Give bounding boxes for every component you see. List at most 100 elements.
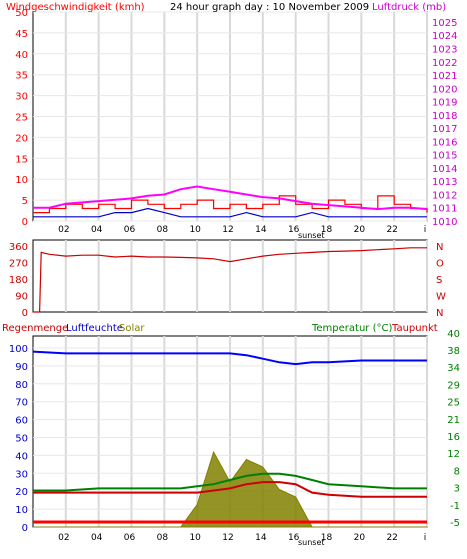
humidity-tick-label: 0 [22, 523, 28, 534]
temperature-tick-label: 25 [447, 398, 460, 409]
left-tick-label: 15 [15, 154, 28, 165]
x-tick-label: 20 [354, 225, 366, 235]
series-lines [32, 185, 428, 528]
right-tick-label: 1012 [432, 190, 457, 201]
temperature-tick-label: 21 [447, 415, 460, 426]
direction-tick-label: 90 [15, 292, 28, 303]
x-tick-label: 06 [124, 533, 136, 543]
x-tick-label: 20 [354, 533, 366, 543]
x-tick-label: 08 [157, 533, 169, 543]
x-tick-label: 16 [288, 533, 300, 543]
temperature-tick-label: 3 [454, 484, 460, 495]
humidity-tick-label: 50 [15, 434, 28, 445]
humidity-tick-label: 30 [15, 469, 28, 480]
temperature-tick-label: 16 [447, 432, 460, 443]
rain-header-label: Regenmenge [2, 323, 68, 334]
humidity-tick-label: 40 [15, 451, 28, 462]
temperature-tick-label: 34 [447, 363, 460, 374]
temperature-line [33, 472, 427, 492]
humidity-tick-label: 90 [15, 362, 28, 373]
right-tick-label: 1010 [432, 217, 457, 228]
x-tick-label: 14 [255, 533, 267, 543]
x-tick-label: 18 [321, 225, 333, 235]
dewpoint-header-label: Taupunkt [391, 323, 438, 334]
right-tick-label: 1023 [432, 44, 457, 55]
direction-tick-label: 180 [9, 275, 28, 286]
right-tick-label: 1014 [432, 164, 457, 175]
left-tick-label: 40 [15, 50, 28, 61]
x-tick-label: 22 [386, 225, 397, 235]
humidity-line [32, 350, 427, 366]
temperature-tick-label: 40 [447, 329, 460, 340]
solar-header-label: Solar [119, 323, 145, 334]
humidity-tick-label: 10 [15, 505, 28, 516]
chart-title: 24 hour graph day : 10 November 2009 [170, 2, 369, 13]
x-tick-label: 02 [58, 225, 69, 235]
x-tick-label: 12 [222, 533, 233, 543]
left-tick-label: 50 [15, 8, 28, 19]
humidity-tick-label: 60 [15, 416, 28, 427]
humidity-tick-label: 20 [15, 487, 28, 498]
x-tick-label: 06 [124, 225, 136, 235]
right-tick-label: 1024 [432, 31, 457, 42]
tick-labels: 0510152025303540455010101011101210131014… [9, 8, 460, 543]
left-tick-label: 35 [15, 71, 28, 82]
right-tick-label: 1020 [432, 84, 457, 95]
x-tick-label: 14 [255, 225, 267, 235]
compass-tick-label: N [436, 308, 443, 319]
humidity-header-label: Luftfeuchte [66, 323, 123, 334]
humidity-tick-label: 100 [9, 344, 28, 355]
pressure-line [33, 185, 428, 211]
wind-header-label: Windgeschwindigkeit (kmh) [6, 2, 145, 13]
right-tick-label: 1017 [432, 124, 457, 135]
left-tick-label: 20 [15, 133, 28, 144]
wind-direction-line [33, 247, 427, 313]
humidity-tick-label: 80 [15, 380, 28, 391]
compass-tick-label: O [436, 259, 444, 270]
left-tick-label: 0 [22, 217, 28, 228]
sunset-label-bottom: sunset [298, 538, 325, 547]
x-tick-label: 04 [91, 225, 103, 235]
humidity-tick-label: 70 [15, 398, 28, 409]
temperature-tick-label: -5 [450, 518, 460, 529]
right-tick-label: 1019 [432, 98, 457, 109]
sunset-label-top: sunset [298, 231, 325, 240]
temperature-tick-label: 38 [447, 346, 460, 357]
right-tick-label: 1025 [432, 18, 457, 29]
x-tick-label: 08 [157, 225, 169, 235]
left-tick-label: 10 [15, 175, 28, 186]
right-tick-label: 1013 [432, 177, 457, 188]
temperature-tick-label: 29 [447, 380, 460, 391]
x-tick-label: 10 [189, 225, 201, 235]
compass-tick-label: S [436, 275, 442, 286]
right-tick-label: 1018 [432, 111, 457, 122]
temperature-tick-label: 12 [447, 449, 460, 460]
x-tick-label: 10 [189, 533, 201, 543]
solar-area [33, 450, 427, 528]
x-tick-label: 18 [321, 533, 333, 543]
direction-tick-label: 360 [9, 242, 28, 253]
x-tick-label: 12 [222, 225, 233, 235]
x-tick-label: 16 [288, 225, 300, 235]
right-tick-label: 1021 [432, 71, 457, 82]
x-tick-label: 02 [58, 533, 69, 543]
x-tick-label: i [424, 225, 427, 235]
direction-tick-label: 270 [9, 259, 28, 270]
temperature-header-label: Temperatur (°C) [311, 323, 392, 334]
x-tick-label: 04 [91, 533, 103, 543]
x-tick-label: 22 [386, 533, 397, 543]
temperature-tick-label: -1 [450, 501, 460, 512]
left-tick-label: 30 [15, 92, 28, 103]
left-tick-label: 5 [22, 196, 28, 207]
wind-average-line [33, 207, 427, 218]
compass-tick-label: W [436, 292, 446, 303]
right-tick-label: 1022 [432, 58, 457, 69]
right-tick-label: 1011 [432, 204, 457, 215]
dewpoint-line [33, 481, 427, 498]
right-tick-label: 1015 [432, 151, 457, 162]
right-tick-label: 1016 [432, 137, 457, 148]
compass-tick-label: N [436, 242, 443, 253]
x-tick-label: i [424, 533, 427, 543]
